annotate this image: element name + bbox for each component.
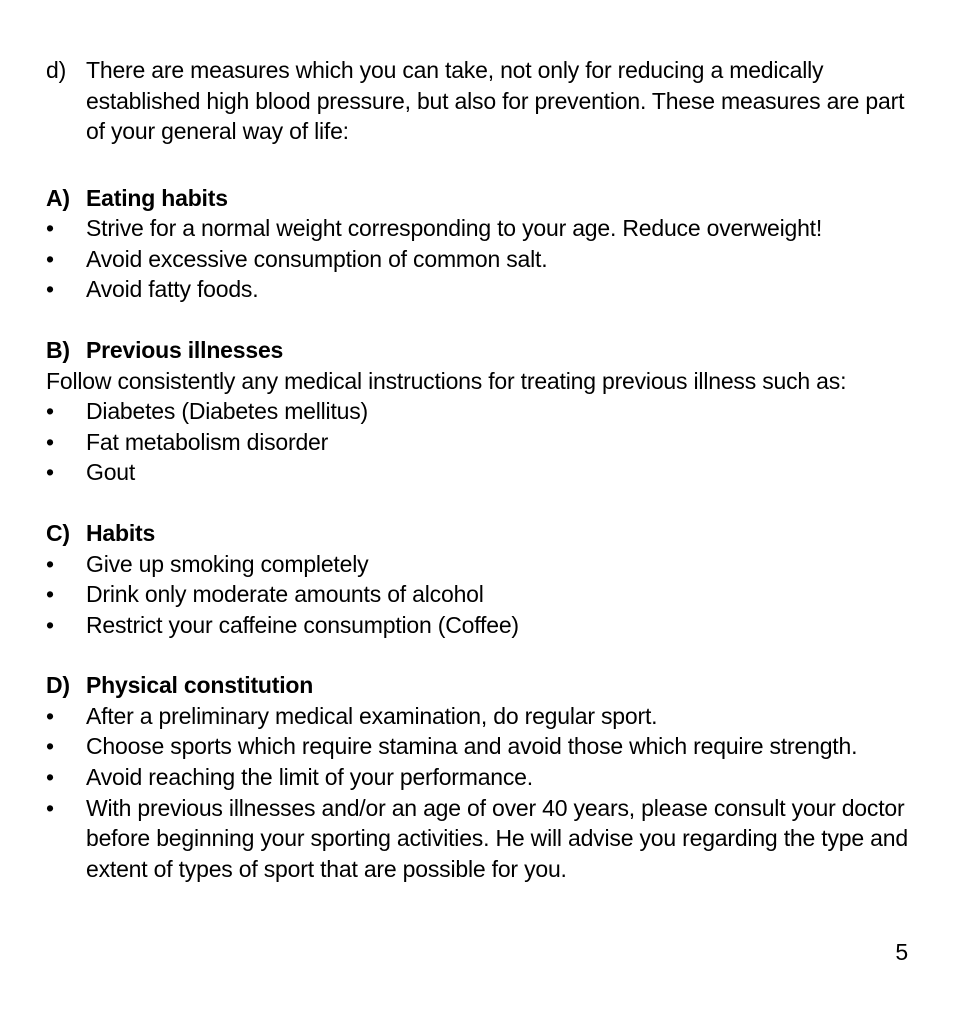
list-item: After a preliminary medical examination,… [46, 701, 908, 732]
list-item: Avoid fatty foods. [46, 274, 908, 305]
section-heading: B) Previous illnesses [46, 335, 908, 366]
section-list: Give up smoking completely Drink only mo… [46, 549, 908, 641]
list-item-text: Strive for a normal weight corresponding… [86, 213, 908, 244]
bullet-icon [46, 274, 86, 305]
bullet-icon [46, 579, 86, 610]
section-a: A) Eating habits Strive for a normal wei… [46, 183, 908, 305]
section-title: Previous illnesses [86, 335, 908, 366]
section-c: C) Habits Give up smoking completely Dri… [46, 518, 908, 640]
bullet-icon [46, 213, 86, 244]
list-item-text: After a preliminary medical examination,… [86, 701, 908, 732]
list-item-text: Avoid reaching the limit of your perform… [86, 762, 908, 793]
list-item: Restrict your caffeine consumption (Coff… [46, 610, 908, 641]
bullet-icon [46, 396, 86, 427]
section-heading: C) Habits [46, 518, 908, 549]
list-item: Diabetes (Diabetes mellitus) [46, 396, 908, 427]
bullet-icon [46, 701, 86, 732]
intro-marker: d) [46, 55, 86, 147]
intro-text: There are measures which you can take, n… [86, 55, 908, 147]
list-item: Gout [46, 457, 908, 488]
section-list: Strive for a normal weight corresponding… [46, 213, 908, 305]
bullet-icon [46, 244, 86, 275]
list-item-text: Drink only moderate amounts of alcohol [86, 579, 908, 610]
bullet-icon [46, 731, 86, 762]
section-marker: C) [46, 518, 86, 549]
list-item: With previous illnesses and/or an age of… [46, 793, 908, 885]
list-item: Avoid excessive consumption of common sa… [46, 244, 908, 275]
list-item-text: With previous illnesses and/or an age of… [86, 793, 908, 885]
bullet-icon [46, 457, 86, 488]
section-title: Physical constitution [86, 670, 908, 701]
bullet-icon [46, 549, 86, 580]
list-item-text: Restrict your caffeine consumption (Coff… [86, 610, 908, 641]
list-item-text: Diabetes (Diabetes mellitus) [86, 396, 908, 427]
section-marker: A) [46, 183, 86, 214]
list-item-text: Fat metabolism disorder [86, 427, 908, 458]
list-item: Choose sports which require stamina and … [46, 731, 908, 762]
bullet-icon [46, 762, 86, 793]
section-marker: D) [46, 670, 86, 701]
list-item: Drink only moderate amounts of alcohol [46, 579, 908, 610]
list-item: Avoid reaching the limit of your perform… [46, 762, 908, 793]
page: d) There are measures which you can take… [0, 0, 954, 1014]
spacer [46, 488, 908, 518]
section-list: Diabetes (Diabetes mellitus) Fat metabol… [46, 396, 908, 488]
section-list: After a preliminary medical examination,… [46, 701, 908, 884]
bullet-icon [46, 610, 86, 641]
bullet-icon [46, 793, 86, 885]
list-item-text: Avoid excessive consumption of common sa… [86, 244, 908, 275]
list-item: Fat metabolism disorder [46, 427, 908, 458]
bullet-icon [46, 427, 86, 458]
page-number: 5 [895, 937, 908, 968]
list-item-text: Choose sports which require stamina and … [86, 731, 908, 762]
section-b: B) Previous illnesses Follow consistentl… [46, 335, 908, 488]
section-title: Habits [86, 518, 908, 549]
list-item: Give up smoking completely [46, 549, 908, 580]
spacer [46, 640, 908, 670]
intro-paragraph: d) There are measures which you can take… [46, 55, 908, 147]
section-lead: Follow consistently any medical instruct… [46, 366, 908, 397]
section-heading: D) Physical constitution [46, 670, 908, 701]
spacer [46, 305, 908, 335]
section-title: Eating habits [86, 183, 908, 214]
section-heading: A) Eating habits [46, 183, 908, 214]
list-item-text: Give up smoking completely [86, 549, 908, 580]
list-item-text: Avoid fatty foods. [86, 274, 908, 305]
section-marker: B) [46, 335, 86, 366]
list-item-text: Gout [86, 457, 908, 488]
list-item: Strive for a normal weight corresponding… [46, 213, 908, 244]
section-d: D) Physical constitution After a prelimi… [46, 670, 908, 884]
